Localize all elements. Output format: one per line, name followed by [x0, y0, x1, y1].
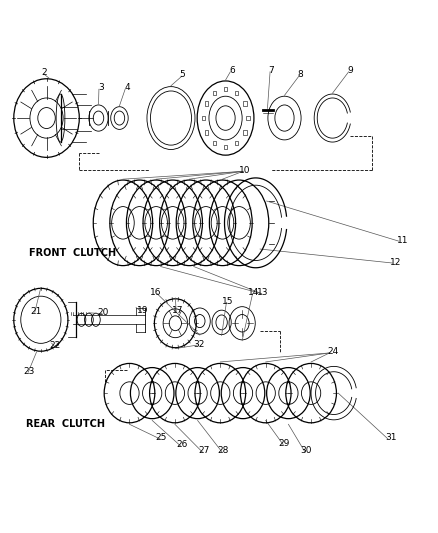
Text: 24: 24	[327, 347, 338, 356]
Text: 2: 2	[42, 68, 47, 77]
Text: 25: 25	[155, 433, 167, 442]
Text: 17: 17	[172, 305, 183, 314]
Text: 30: 30	[300, 446, 312, 455]
Text: 5: 5	[179, 70, 185, 79]
Text: REAR  CLUTCH: REAR CLUTCH	[26, 419, 105, 429]
Text: 10: 10	[240, 166, 251, 175]
Text: 19: 19	[137, 305, 148, 314]
Text: 3: 3	[98, 83, 104, 92]
Text: 6: 6	[229, 66, 235, 75]
Text: 28: 28	[218, 446, 229, 455]
Text: 16: 16	[150, 288, 162, 297]
Text: 23: 23	[23, 367, 35, 376]
Text: 4: 4	[124, 83, 130, 92]
Text: 32: 32	[193, 340, 204, 349]
Text: 22: 22	[49, 341, 61, 350]
Text: 14: 14	[248, 288, 260, 297]
Text: 12: 12	[390, 257, 402, 266]
Text: 26: 26	[176, 440, 187, 449]
Text: 21: 21	[30, 306, 41, 316]
Text: 20: 20	[98, 308, 109, 317]
Text: 7: 7	[268, 66, 274, 75]
Text: 27: 27	[198, 446, 209, 455]
Text: 11: 11	[397, 236, 408, 245]
Text: 13: 13	[257, 288, 268, 297]
Text: 15: 15	[222, 297, 233, 306]
Text: 29: 29	[279, 439, 290, 448]
Text: FRONT  CLUTCH: FRONT CLUTCH	[29, 248, 116, 259]
Text: 9: 9	[347, 66, 353, 75]
Text: 31: 31	[386, 433, 397, 442]
Text: 8: 8	[297, 70, 303, 79]
